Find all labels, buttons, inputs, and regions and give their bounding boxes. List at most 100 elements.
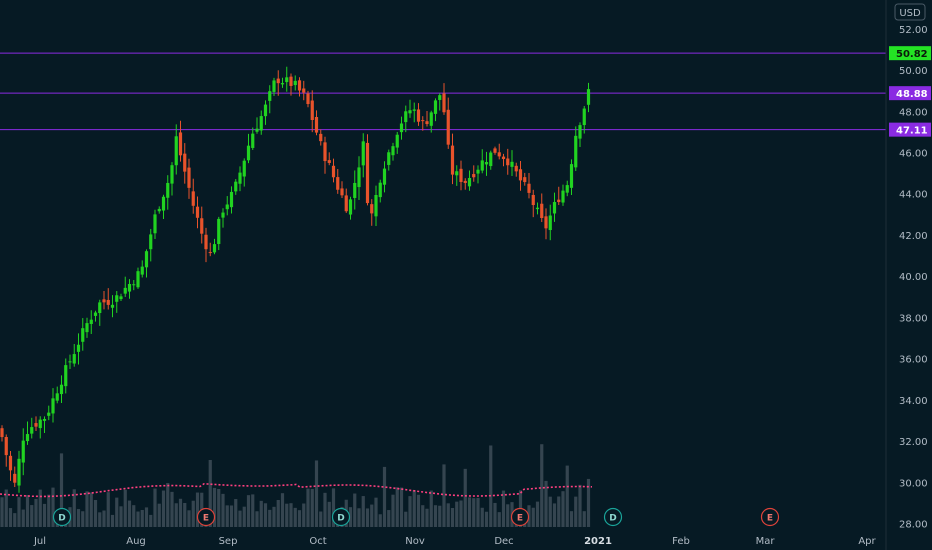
candle-body (399, 123, 404, 133)
candle-body (336, 177, 340, 190)
candle (55, 386, 59, 404)
candle (4, 434, 8, 467)
volume-bar (127, 500, 132, 527)
volume-bar (268, 509, 272, 527)
time-tick-label: Nov (405, 536, 425, 547)
candle (472, 165, 476, 182)
candle (123, 276, 127, 297)
candle-body (4, 437, 8, 456)
volume-bar (365, 508, 370, 527)
candle (89, 310, 93, 334)
event-label: E (517, 514, 523, 524)
candle-body (47, 412, 51, 416)
candle-body (191, 191, 195, 206)
volume-bar (153, 488, 157, 527)
volume-bar (85, 491, 89, 527)
candle-body (34, 423, 38, 427)
volume-bar (293, 507, 297, 527)
candle-body (506, 158, 510, 166)
price-label-text: 48.88 (896, 89, 928, 100)
candle (378, 179, 382, 203)
event-circle (603, 507, 623, 527)
candle (212, 238, 217, 255)
candle-body (153, 214, 157, 234)
candle-body (170, 165, 174, 184)
candle-body (72, 354, 76, 364)
event-circle (52, 507, 72, 527)
candle (272, 77, 276, 96)
candle (132, 280, 136, 291)
candle-body (268, 91, 272, 101)
candle (72, 343, 76, 367)
candle (459, 160, 463, 191)
volume-bar (221, 493, 225, 527)
volume-bar (425, 508, 429, 527)
candle (506, 148, 510, 175)
volume-bar (187, 510, 191, 527)
volume-bar (225, 505, 229, 527)
candle-body (480, 160, 484, 171)
volume-bar (17, 497, 21, 527)
candle (327, 152, 331, 166)
volume-bar (357, 508, 361, 527)
candle-body (395, 134, 399, 148)
candle-body (246, 145, 251, 161)
candle-body (467, 177, 472, 187)
price-tick-label: 46.00 (899, 149, 928, 160)
price-label-box (889, 46, 931, 61)
volume-bar (463, 468, 467, 527)
candle (433, 98, 438, 122)
time-tick-label: Dec (494, 536, 513, 547)
candle (217, 216, 221, 251)
volume-bar (438, 505, 442, 527)
volume-bar (557, 496, 561, 527)
candle-body (208, 252, 212, 254)
candle-body (119, 296, 123, 300)
candle-body (353, 182, 357, 198)
candle-body (552, 202, 557, 214)
candle (110, 295, 115, 318)
currency-badge[interactable]: USD (894, 3, 926, 21)
volume-bar (38, 489, 42, 527)
volume-bar (8, 508, 13, 527)
candle-body (484, 162, 489, 165)
price-axis: 52.00 50.00 48.00 46.00 44.00 42.00 40.00 38.00… (885, 0, 931, 550)
candle (127, 279, 132, 299)
time-tick-label: Apr (858, 536, 876, 547)
volume-bar (408, 496, 412, 527)
candle (106, 288, 110, 310)
candle-body (348, 199, 353, 215)
volume-bar (132, 505, 136, 527)
candle (319, 129, 323, 146)
volume-bar (170, 491, 174, 527)
candle (425, 110, 429, 127)
candle (429, 110, 433, 133)
candle (161, 194, 166, 220)
candle (221, 208, 225, 228)
volume-bar (327, 501, 331, 527)
candle-body (59, 384, 64, 395)
candle-body (510, 161, 514, 167)
candle-body (297, 80, 302, 91)
price-label-text: 47.11 (896, 126, 928, 137)
volume-bar (544, 480, 548, 527)
candle-body (13, 473, 17, 483)
volume-bar (319, 511, 323, 527)
candle (463, 178, 467, 190)
candle-body (30, 427, 34, 434)
candle (140, 260, 144, 278)
candle (200, 206, 204, 244)
candle (149, 228, 153, 262)
candle (119, 293, 123, 301)
candle (314, 110, 319, 136)
volume-bar (174, 503, 178, 527)
volume-bar (110, 514, 115, 527)
candle-body (238, 172, 242, 184)
candle (17, 450, 21, 493)
candle-body (472, 174, 476, 178)
candle-body (514, 165, 518, 172)
candle (255, 117, 259, 134)
candle (225, 196, 229, 216)
volume-bar (13, 513, 17, 527)
